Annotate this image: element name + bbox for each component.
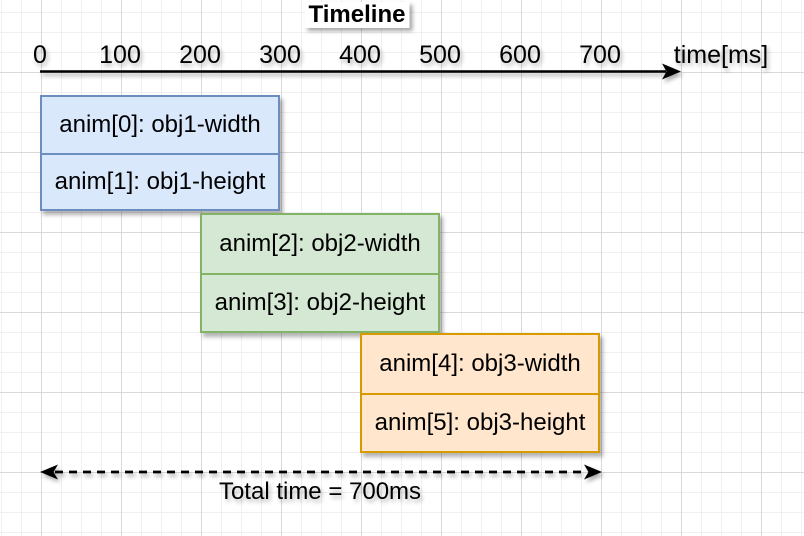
diagram-title: Timeline xyxy=(304,2,410,28)
axis-tick-label: 700 xyxy=(579,41,621,69)
timeline-group-obj2: anim[2]: obj2-width anim[3]: obj2-height xyxy=(200,213,440,333)
timeline-bar[interactable]: anim[3]: obj2-height xyxy=(202,273,438,331)
total-time-label: Total time = 700ms xyxy=(218,478,422,505)
axis-tick-label: 400 xyxy=(339,41,381,69)
axis-tick-label: 0 xyxy=(33,41,47,69)
timeline-bar[interactable]: anim[2]: obj2-width xyxy=(219,230,421,257)
timeline-group-obj3: anim[4]: obj3-width anim[5]: obj3-height xyxy=(360,333,600,453)
timeline-bar[interactable]: anim[0]: obj1-width xyxy=(59,111,261,138)
timeline-group-obj1: anim[0]: obj1-width anim[1]: obj1-height xyxy=(40,95,280,211)
timeline-bar[interactable]: anim[1]: obj1-height xyxy=(42,153,278,209)
axis-tick-label: 100 xyxy=(99,41,141,69)
axis-tick-label: 500 xyxy=(419,41,461,69)
axis-tick-label: 600 xyxy=(499,41,541,69)
axis-tick-label: 300 xyxy=(259,41,301,69)
axis-unit-label: time[ms] xyxy=(673,41,769,69)
timeline-bar[interactable]: anim[5]: obj3-height xyxy=(362,393,598,451)
timeline-bar[interactable]: anim[4]: obj3-width xyxy=(379,350,581,377)
axis-tick-label: 200 xyxy=(179,41,221,69)
